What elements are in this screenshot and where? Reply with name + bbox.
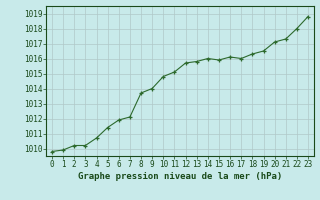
X-axis label: Graphe pression niveau de la mer (hPa): Graphe pression niveau de la mer (hPa) (78, 172, 282, 181)
